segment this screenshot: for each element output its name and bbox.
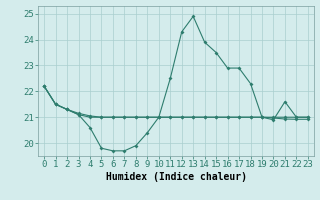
X-axis label: Humidex (Indice chaleur): Humidex (Indice chaleur)	[106, 172, 246, 182]
